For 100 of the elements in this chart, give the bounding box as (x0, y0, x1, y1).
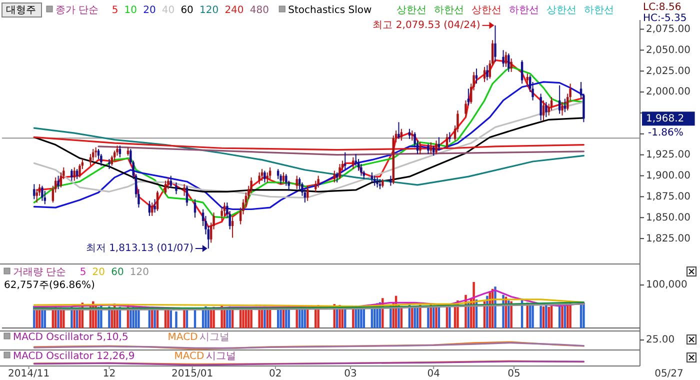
bar (561, 306, 564, 328)
bar (435, 306, 438, 328)
bar (510, 301, 512, 328)
bar (170, 310, 172, 328)
candlestick (118, 145, 122, 158)
candlestick (231, 217, 234, 238)
candlestick (57, 175, 60, 190)
y-tick-label: 2,025.00 (646, 66, 691, 77)
text: 05/27 (654, 368, 684, 380)
y-tick-label: 2,000.00 (646, 86, 691, 98)
line-series (33, 136, 585, 151)
candlestick (186, 185, 188, 206)
candlestick (352, 156, 354, 170)
bar (550, 306, 553, 328)
text: 상한선 (546, 5, 576, 16)
text: Stochastics Slow (288, 5, 372, 16)
candlestick (432, 145, 435, 156)
text: 하한선 (509, 5, 539, 16)
candlestick (542, 100, 545, 121)
bar (448, 306, 451, 328)
candlestick (76, 168, 78, 180)
candlestick (510, 58, 512, 72)
legend-title: 거래량 단순 (13, 267, 66, 278)
bar (183, 309, 186, 328)
candlestick (448, 132, 451, 143)
text: 120 (130, 267, 149, 278)
candlestick (504, 51, 508, 68)
candlestick (564, 98, 566, 113)
text: HC:-5.35 (643, 13, 687, 24)
text: 20 (92, 267, 106, 278)
y-tick-label: 2,050.00 (646, 44, 691, 56)
candlestick (378, 178, 382, 190)
candlestick (508, 52, 510, 72)
text: 40 (162, 5, 175, 16)
x-tick-label: 03 (344, 368, 357, 380)
text: 1,968.2 (646, 113, 684, 124)
chart-title: MACD Oscillator 5,10,5 (13, 332, 128, 343)
candlestick (268, 166, 272, 180)
text: 20 (143, 5, 156, 16)
candlestick (333, 170, 336, 183)
bar (542, 306, 545, 328)
candlestick (260, 168, 264, 182)
candlestick (558, 84, 561, 114)
chart-title: MACD Oscillator 12,26,9 (13, 351, 135, 362)
candlestick (483, 66, 486, 82)
candlestick (419, 142, 422, 154)
candlestick (314, 180, 317, 193)
candlestick (398, 122, 400, 140)
x-tick-label: 2014/11 (8, 368, 50, 380)
bar (258, 308, 260, 328)
candlestick (44, 190, 46, 205)
series-label: MACD (174, 351, 204, 362)
candlestick (277, 168, 280, 180)
candlestick (41, 185, 44, 202)
x-tick-label: 12 (102, 368, 116, 380)
candlestick (60, 172, 62, 188)
text: 하한선 (434, 5, 464, 16)
candlestick (520, 60, 524, 84)
bar (438, 307, 440, 328)
text: 120 (200, 5, 219, 16)
bar (352, 308, 354, 328)
candlestick (194, 198, 196, 218)
candlestick (467, 88, 470, 106)
candlestick (400, 128, 403, 142)
candlestick (494, 24, 496, 62)
text: 240 (224, 5, 244, 16)
candlestick (175, 182, 178, 195)
bar (175, 311, 178, 328)
x-tick-label: 05 (508, 368, 520, 380)
candlestick (164, 180, 167, 195)
bar (414, 306, 416, 328)
candlestick (92, 148, 94, 162)
candlestick (526, 73, 529, 88)
text: 480 (250, 5, 269, 16)
bar (582, 302, 585, 328)
candlestick (264, 170, 266, 183)
candlestick (376, 176, 378, 188)
candlestick (306, 185, 309, 202)
bar (548, 306, 550, 328)
candlestick (94, 146, 97, 158)
candlestick (435, 140, 438, 154)
candlestick (183, 184, 186, 196)
line-series (98, 146, 585, 156)
text: 60 (111, 267, 124, 278)
series-label: 시그널 (206, 351, 236, 362)
candlestick (33, 184, 36, 200)
candlestick (338, 164, 341, 180)
candlestick (154, 198, 156, 214)
candlestick (427, 143, 430, 154)
bar (545, 305, 548, 328)
annotation: 최고 2,079.53 (04/24) (372, 20, 480, 32)
text: 60 (180, 5, 194, 16)
candlestick (486, 64, 488, 81)
candlestick (390, 175, 392, 186)
y-tick-label: 1,900.00 (646, 170, 691, 182)
text: 5 (112, 5, 118, 16)
candlestick (108, 158, 110, 170)
x-tick-label: 04 (427, 368, 440, 380)
candlestick (70, 168, 73, 182)
candlestick (408, 128, 411, 140)
